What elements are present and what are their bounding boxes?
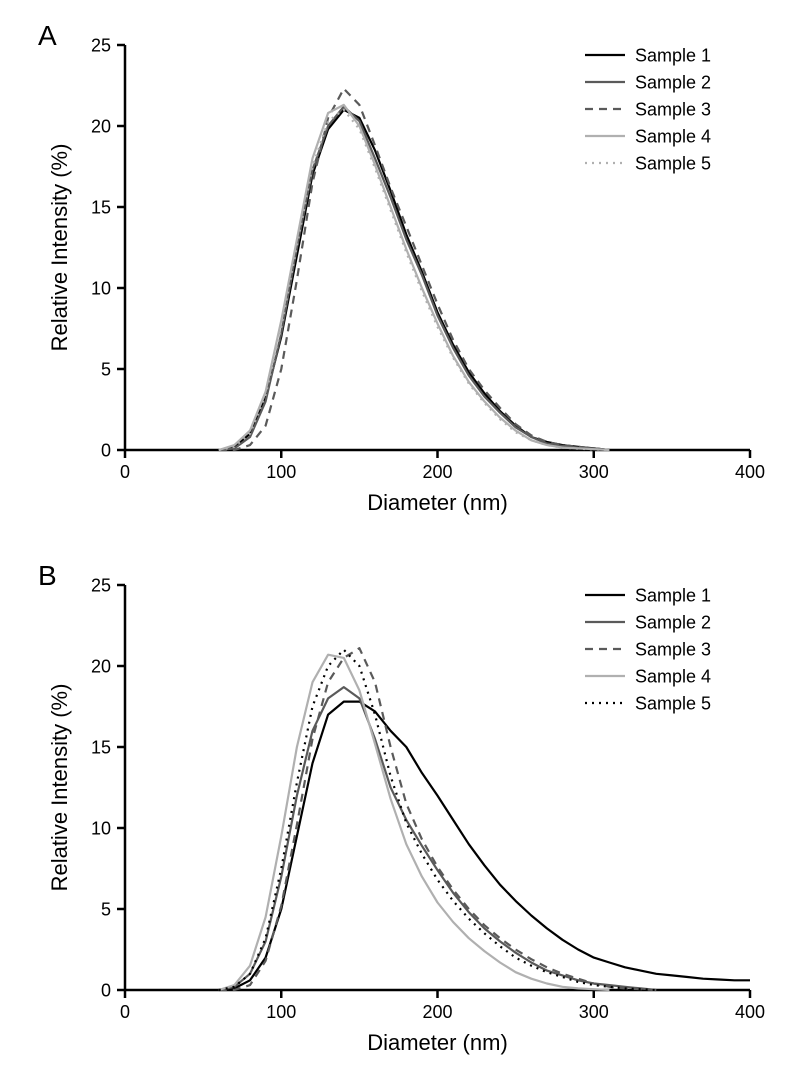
x-tick-label: 400 xyxy=(735,462,765,482)
series-line xyxy=(219,110,610,450)
legend-label: Sample 2 xyxy=(635,72,711,92)
x-tick-label: 200 xyxy=(422,462,452,482)
legend-label: Sample 3 xyxy=(635,639,711,659)
legend-label: Sample 5 xyxy=(635,693,711,713)
series-line xyxy=(219,687,657,990)
x-tick-label: 400 xyxy=(735,1002,765,1022)
series-line xyxy=(219,107,610,450)
y-tick-label: 10 xyxy=(91,818,111,838)
x-tick-label: 200 xyxy=(422,1002,452,1022)
chart-svg: 0 100 200 300 400 0 5 10 15 20 25 Diameter (nm) Rela… xyxy=(30,560,770,1060)
y-tick-label: 15 xyxy=(91,737,111,757)
series-line xyxy=(219,110,610,450)
x-tick-label: 300 xyxy=(579,1002,609,1022)
y-axis-label: Relative Intensity (%) xyxy=(47,144,72,352)
panel-label: B xyxy=(38,560,57,592)
legend-label: Sample 1 xyxy=(635,45,711,65)
y-tick-label: 25 xyxy=(91,575,111,595)
x-tick-label: 0 xyxy=(120,1002,130,1022)
x-tick-label: 0 xyxy=(120,462,130,482)
legend-label: Sample 2 xyxy=(635,612,711,632)
y-tick-label: 0 xyxy=(101,440,111,460)
y-tick-label: 5 xyxy=(101,899,111,919)
legend-label: Sample 4 xyxy=(635,666,711,686)
y-tick-label: 20 xyxy=(91,116,111,136)
y-axis-label: Relative Intensity (%) xyxy=(47,684,72,892)
x-tick-label: 300 xyxy=(579,462,609,482)
legend-label: Sample 3 xyxy=(635,99,711,119)
x-axis-label: Diameter (nm) xyxy=(367,490,508,515)
x-axis-label: Diameter (nm) xyxy=(367,1030,508,1055)
x-tick-label: 100 xyxy=(266,462,296,482)
legend-label: Sample 5 xyxy=(635,153,711,173)
y-tick-label: 15 xyxy=(91,197,111,217)
y-tick-label: 10 xyxy=(91,278,111,298)
y-tick-label: 25 xyxy=(91,35,111,55)
y-tick-label: 0 xyxy=(101,980,111,1000)
y-tick-label: 20 xyxy=(91,656,111,676)
x-tick-label: 100 xyxy=(266,1002,296,1022)
chart-svg: 0 100 200 300 400 0 5 10 15 20 25 Diameter (nm) Rela… xyxy=(30,20,770,520)
y-tick-label: 5 xyxy=(101,359,111,379)
panel-b: B 0 100 200 300 400 0 5 10 15 20 25 Diameter (nm) Rel… xyxy=(30,560,770,1060)
panel-a: A 0 100 200 300 400 0 5 10 15 20 25 Diameter (nm) Rel… xyxy=(30,20,770,520)
legend-label: Sample 4 xyxy=(635,126,711,146)
panel-label: A xyxy=(38,20,57,52)
series-line xyxy=(219,105,610,450)
legend-label: Sample 1 xyxy=(635,585,711,605)
